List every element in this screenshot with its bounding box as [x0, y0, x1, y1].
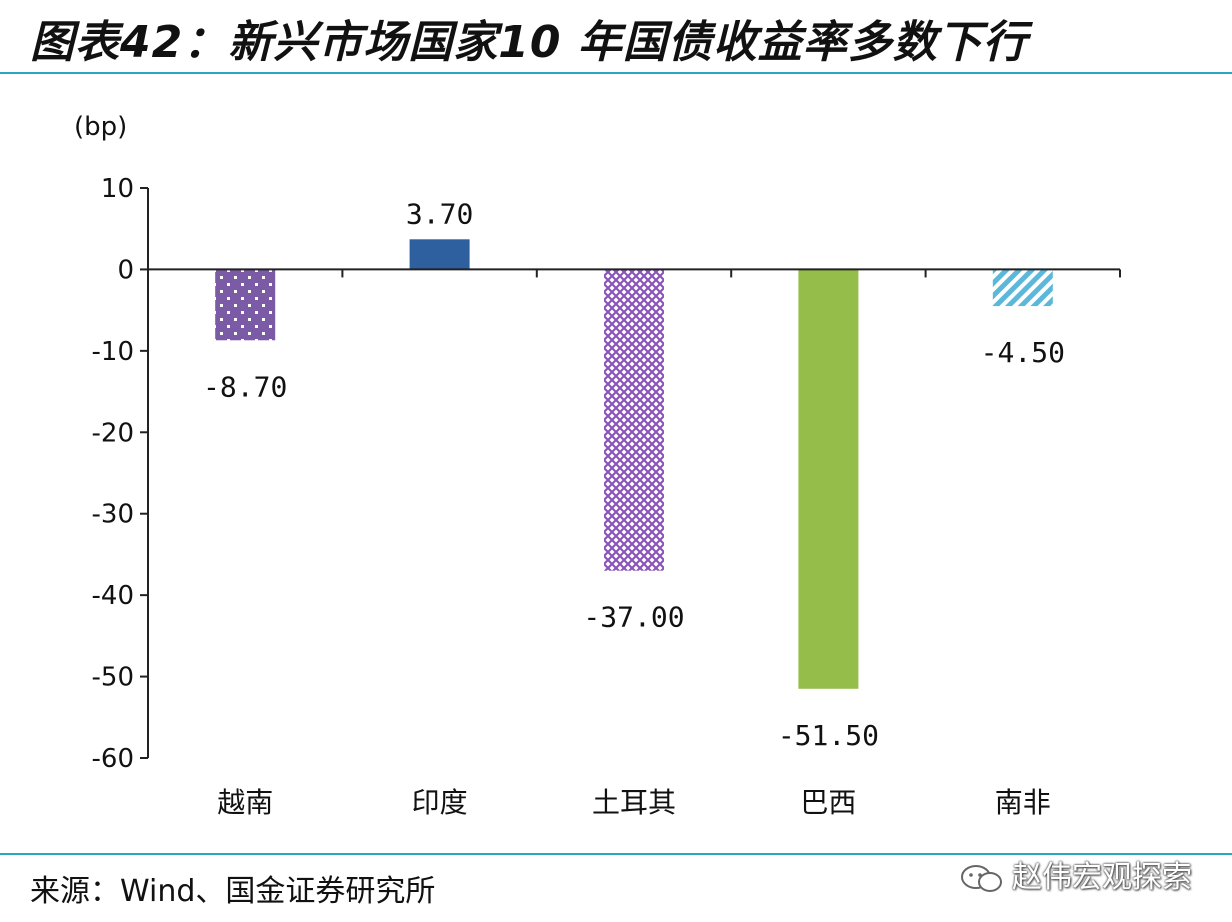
data-labels: -8.70 3.70 -37.00 -51.50 -4.50: [203, 197, 1065, 751]
y-tick-label: -20: [92, 418, 134, 448]
bars: [215, 239, 1053, 689]
data-label: -37.00: [583, 601, 684, 634]
source-note: 来源：Wind、国金证券研究所: [30, 874, 436, 909]
y-axis-unit: (bp): [74, 112, 127, 142]
category-label: 巴西: [800, 786, 856, 819]
category-label: 土耳其: [592, 786, 676, 819]
y-tick-label: -50: [92, 663, 134, 693]
chart-title: 图表42：新兴市场国家10 年国债收益率多数下行: [30, 17, 1028, 68]
bar-2: [409, 239, 470, 270]
watermark: 赵伟宏观探索: [960, 852, 1192, 896]
data-label: -4.50: [981, 336, 1065, 369]
y-tick-label: 10: [101, 174, 134, 204]
y-tick-label: -10: [92, 337, 134, 367]
data-label: -51.50: [778, 719, 879, 752]
category-label: 印度: [412, 786, 468, 819]
y-tick-label: -60: [92, 744, 134, 774]
bar-4: [798, 269, 859, 689]
bar-5: [992, 269, 1053, 307]
zero-axis: [147, 268, 1121, 278]
wechat-icon: [961, 864, 1002, 892]
data-label: 3.70: [406, 197, 473, 230]
category-labels: 越南 印度 土耳其 巴西 南非: [217, 786, 1051, 819]
y-axis: 10 0 -10 -20 -30 -40 -50 -60: [92, 174, 149, 774]
bar-1: [215, 269, 276, 341]
watermark-text: 赵伟宏观探索: [1012, 860, 1192, 895]
footer-divider: [0, 853, 1232, 855]
y-tick-label: 0: [117, 255, 134, 285]
category-label: 越南: [217, 786, 273, 819]
y-tick-label: -40: [92, 581, 134, 611]
data-label: -8.70: [203, 370, 287, 403]
category-label: 南非: [995, 786, 1051, 819]
bar-3: [604, 269, 664, 571]
title-divider: [0, 72, 1232, 74]
bar-chart: (bp) 10 0 -10 -20 -30 -40 -50 -60 -8.70 3.70 -37.…: [74, 112, 1121, 819]
y-tick-label: -30: [92, 500, 134, 530]
